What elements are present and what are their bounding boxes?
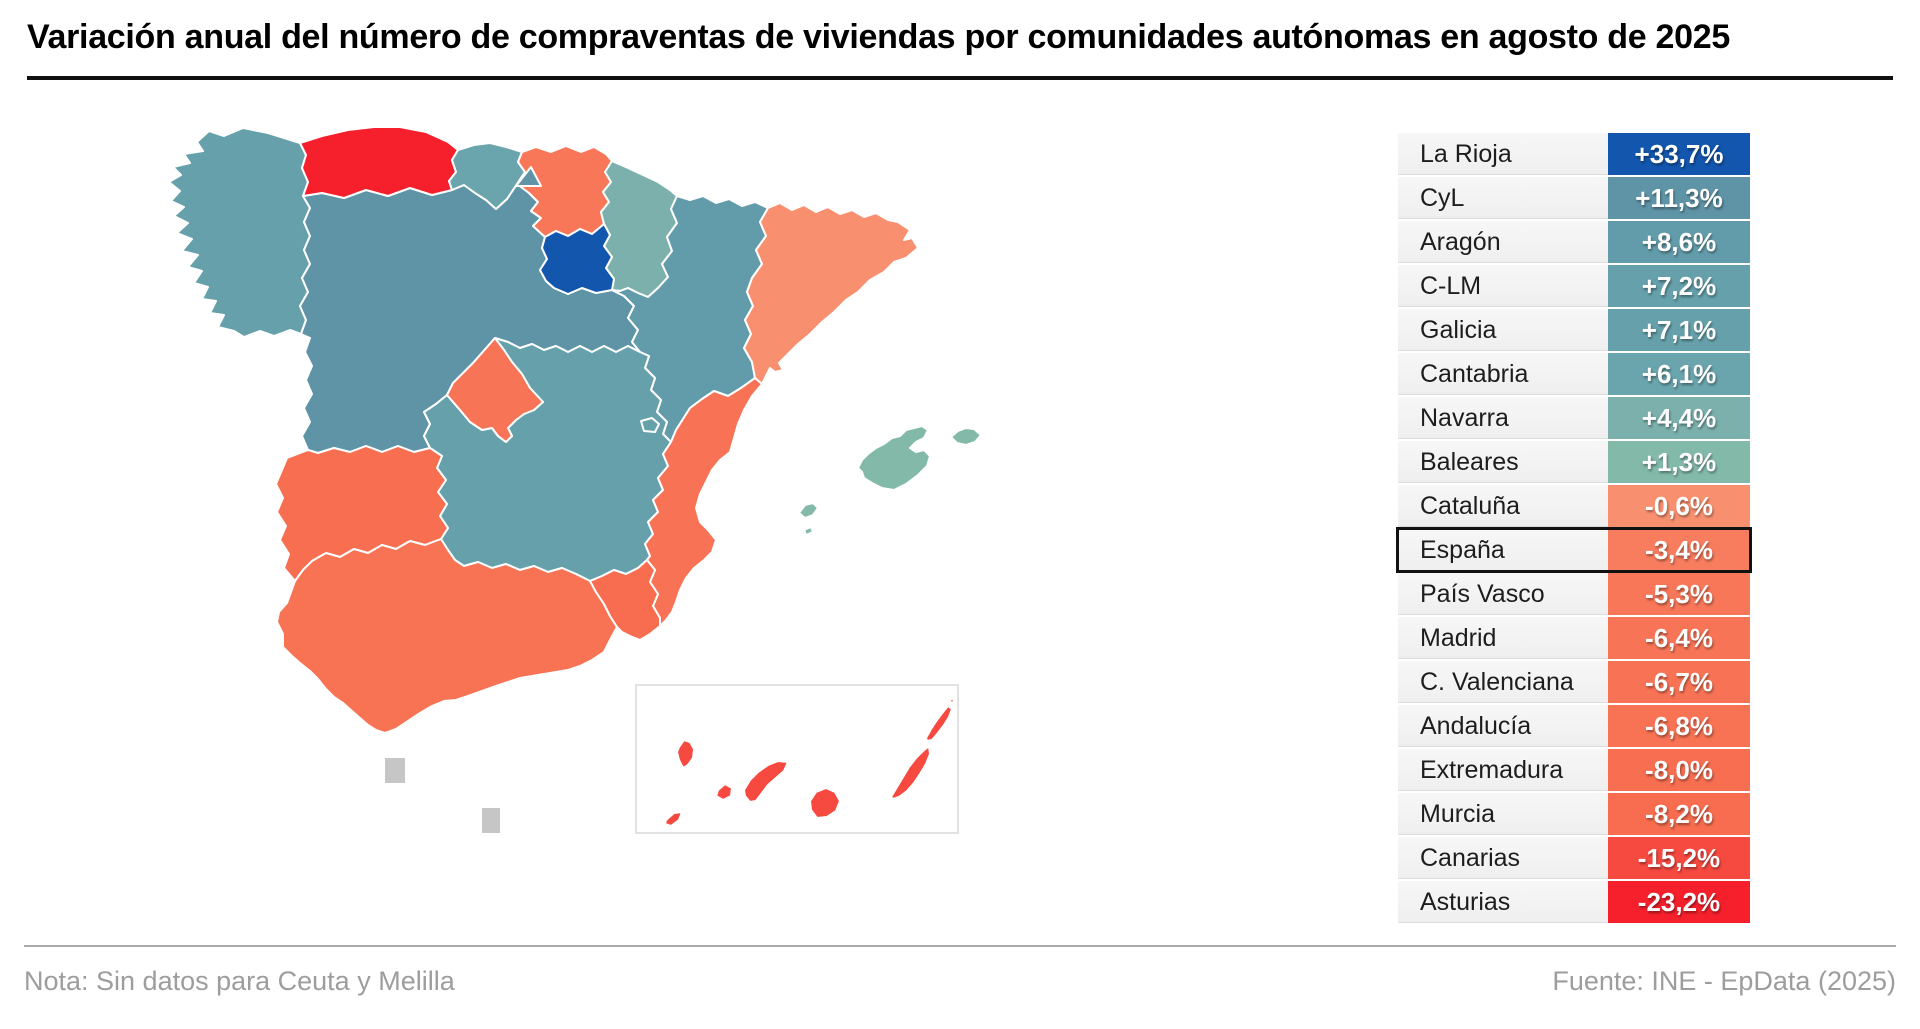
table-row-clm: C-LM +7,2%	[1398, 265, 1750, 307]
table-row-espana: España -3,4%	[1396, 527, 1752, 573]
region-value: -15,2%	[1608, 837, 1750, 879]
table-row-extremadura: Extremadura -8,0%	[1398, 749, 1750, 791]
region-label: Aragón	[1398, 221, 1608, 263]
region-value: -8,2%	[1608, 793, 1750, 835]
map-region-ceuta[interactable]	[385, 758, 405, 783]
region-label: La Rioja	[1398, 133, 1608, 175]
region-label: Navarra	[1398, 397, 1608, 439]
region-value: +7,1%	[1608, 309, 1750, 351]
region-value: +11,3%	[1608, 177, 1750, 219]
region-label: C-LM	[1398, 265, 1608, 307]
map-region-galicia[interactable]	[168, 127, 311, 338]
table-row-cyl: CyL +11,3%	[1398, 177, 1750, 219]
page-title: Variación anual del número de compravent…	[27, 18, 1730, 56]
region-value: -8,0%	[1608, 749, 1750, 791]
region-label: Cataluña	[1398, 485, 1608, 527]
map-region-clm-exclave[interactable]	[640, 417, 660, 433]
region-value: +6,1%	[1608, 353, 1750, 395]
value-table: La Rioja +33,7% CyL +11,3% Aragón +8,6% C-LM +7…	[1396, 133, 1752, 925]
spain-choropleth-map	[168, 126, 982, 834]
table-row-la_rioja: La Rioja +33,7%	[1398, 133, 1750, 175]
table-row-pais_vasco: País Vasco -5,3%	[1398, 573, 1750, 615]
map-region-murcia[interactable]	[589, 559, 661, 641]
footer-divider	[24, 945, 1896, 947]
map-region-melilla[interactable]	[482, 808, 500, 833]
table-row-galicia: Galicia +7,1%	[1398, 309, 1750, 351]
region-label: Murcia	[1398, 793, 1608, 835]
table-row-asturias: Asturias -23,2%	[1398, 881, 1750, 923]
table-row-madrid: Madrid -6,4%	[1398, 617, 1750, 659]
region-value: +1,3%	[1608, 441, 1750, 483]
table-row-aragon: Aragón +8,6%	[1398, 221, 1750, 263]
region-value: -23,2%	[1608, 881, 1750, 923]
table-row-c_valenciana: C. Valenciana -6,7%	[1398, 661, 1750, 703]
region-label: España	[1398, 529, 1608, 571]
footer-source: Fuente: INE - EpData (2025)	[1552, 966, 1896, 996]
footer-note: Nota: Sin datos para Ceuta y Melilla	[24, 966, 455, 996]
table-row-andalucia: Andalucía -6,8%	[1398, 705, 1750, 747]
region-value: -6,7%	[1608, 661, 1750, 703]
region-label: Andalucía	[1398, 705, 1608, 747]
map-region-baleares[interactable]	[798, 425, 982, 536]
table-row-navarra: Navarra +4,4%	[1398, 397, 1750, 439]
table-row-murcia: Murcia -8,2%	[1398, 793, 1750, 835]
map-region-asturias[interactable]	[299, 126, 459, 199]
map-region-cyl-coastal-wedge[interactable]	[515, 166, 542, 187]
table-row-canarias: Canarias -15,2%	[1398, 837, 1750, 879]
map-region-cantabria[interactable]	[448, 142, 526, 210]
map-region-cataluna[interactable]	[743, 202, 919, 385]
region-label: País Vasco	[1398, 573, 1608, 615]
table-row-cataluna: Cataluña -0,6%	[1398, 485, 1750, 527]
map-region-canarias[interactable]	[664, 697, 955, 827]
region-label: C. Valenciana	[1398, 661, 1608, 703]
region-label: Extremadura	[1398, 749, 1608, 791]
region-label: Canarias	[1398, 837, 1608, 879]
region-label: CyL	[1398, 177, 1608, 219]
map-region-andalucia[interactable]	[276, 538, 618, 734]
map-region-madrid[interactable]	[446, 337, 544, 443]
canarias-inset-box	[635, 684, 959, 834]
region-value: -3,4%	[1608, 529, 1750, 571]
table-row-baleares: Baleares +1,3%	[1398, 441, 1750, 483]
region-value: -6,8%	[1608, 705, 1750, 747]
region-value: +4,4%	[1608, 397, 1750, 439]
region-label: Madrid	[1398, 617, 1608, 659]
region-value: +33,7%	[1608, 133, 1750, 175]
region-value: +8,6%	[1608, 221, 1750, 263]
region-value: -5,3%	[1608, 573, 1750, 615]
table-row-cantabria: Cantabria +6,1%	[1398, 353, 1750, 395]
region-value: +7,2%	[1608, 265, 1750, 307]
region-label: Cantabria	[1398, 353, 1608, 395]
region-label: Baleares	[1398, 441, 1608, 483]
map-region-la-rioja[interactable]	[539, 223, 615, 295]
region-value: -0,6%	[1608, 485, 1750, 527]
region-value: -6,4%	[1608, 617, 1750, 659]
region-label: Galicia	[1398, 309, 1608, 351]
region-label: Asturias	[1398, 881, 1608, 923]
title-underline	[27, 76, 1893, 80]
